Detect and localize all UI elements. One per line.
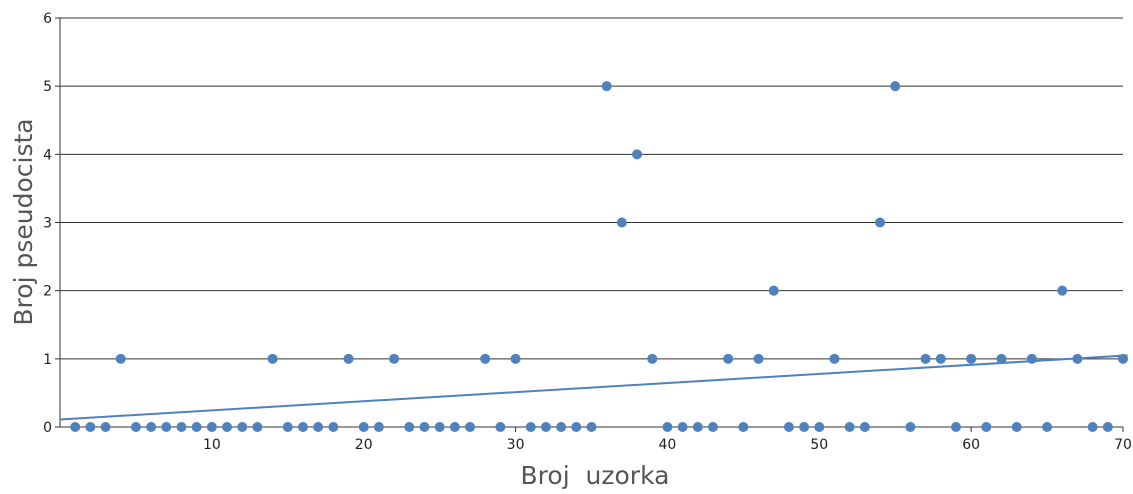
y-tick-label: 3: [43, 216, 52, 232]
data-point: [647, 353, 658, 364]
data-point: [707, 422, 718, 432]
data-point: [935, 353, 946, 364]
data-point: [449, 422, 460, 432]
data-point: [1102, 422, 1113, 432]
data-point: [601, 81, 612, 92]
data-point: [343, 353, 354, 364]
data-point: [282, 422, 293, 432]
data-point: [161, 422, 172, 432]
data-point: [632, 149, 643, 160]
data-point: [389, 353, 400, 364]
data-point: [677, 422, 688, 432]
data-point: [297, 422, 308, 432]
data-point: [100, 422, 111, 432]
y-tick-label: 4: [43, 147, 52, 163]
y-tick-label: 2: [43, 284, 52, 300]
data-point: [70, 422, 81, 432]
y-tick-label: 5: [43, 79, 52, 95]
data-point: [1011, 422, 1022, 432]
data-point: [768, 285, 779, 296]
data-point: [540, 422, 551, 432]
data-point: [586, 422, 597, 432]
trendline: [59, 354, 1128, 421]
data-point: [419, 422, 430, 432]
data-point: [829, 353, 840, 364]
data-point: [966, 353, 977, 364]
x-axis-title: Broj uzorka: [521, 461, 670, 490]
data-points: [70, 81, 1128, 432]
data-point: [875, 217, 886, 228]
x-tick-labels: 10 20 30 40 50 60 70: [203, 437, 1132, 453]
axes: [55, 17, 1124, 432]
data-point: [206, 422, 217, 432]
data-point: [267, 353, 278, 364]
data-point: [222, 422, 233, 432]
x-tick-label: 20: [355, 437, 373, 453]
data-point: [905, 422, 916, 432]
grid-lines: [60, 17, 1123, 360]
data-point: [237, 422, 248, 432]
data-point: [783, 422, 794, 432]
trendline-group: [59, 354, 1128, 421]
data-point: [556, 422, 567, 432]
data-point: [844, 422, 855, 432]
data-point: [85, 422, 96, 432]
data-point: [130, 422, 141, 432]
y-tick-label: 6: [43, 11, 52, 27]
x-tick-label: 40: [659, 437, 677, 453]
x-tick-label: 10: [203, 437, 221, 453]
data-point: [692, 422, 703, 432]
data-point: [890, 81, 901, 92]
data-point: [191, 422, 202, 432]
data-point: [738, 422, 749, 432]
data-point: [465, 422, 476, 432]
x-tick-label: 30: [507, 437, 525, 453]
data-point: [1072, 353, 1083, 364]
data-point: [495, 422, 506, 432]
data-point: [1042, 422, 1053, 432]
data-point: [404, 422, 415, 432]
data-point: [1057, 285, 1068, 296]
data-point: [616, 217, 627, 228]
data-point: [176, 422, 187, 432]
data-point: [753, 353, 764, 364]
data-point: [525, 422, 536, 432]
data-point: [950, 422, 961, 432]
data-point: [313, 422, 324, 432]
data-point: [480, 353, 491, 364]
y-tick-label: 1: [43, 352, 52, 368]
y-tick-labels: 0 1 2 3 4 5 6: [43, 11, 52, 436]
data-point: [358, 422, 369, 432]
x-tick-label: 50: [810, 437, 828, 453]
data-point: [723, 353, 734, 364]
data-point: [981, 422, 992, 432]
y-axis-title: Broj pseudocista: [9, 118, 38, 325]
data-point: [115, 353, 126, 364]
data-point: [920, 353, 931, 364]
x-tick-label: 70: [1114, 437, 1132, 453]
data-point: [662, 422, 673, 432]
data-point: [1026, 353, 1037, 364]
data-point: [1087, 422, 1098, 432]
data-point: [252, 422, 263, 432]
data-point: [571, 422, 582, 432]
data-point: [373, 422, 384, 432]
data-point: [510, 353, 521, 364]
data-point: [146, 422, 157, 432]
data-point: [996, 353, 1007, 364]
data-point: [328, 422, 339, 432]
data-point: [1118, 353, 1128, 364]
data-point: [814, 422, 825, 432]
x-tick-label: 60: [962, 437, 980, 453]
data-point: [799, 422, 810, 432]
data-point: [434, 422, 445, 432]
y-tick-label: 0: [43, 420, 52, 436]
data-point: [859, 422, 870, 432]
